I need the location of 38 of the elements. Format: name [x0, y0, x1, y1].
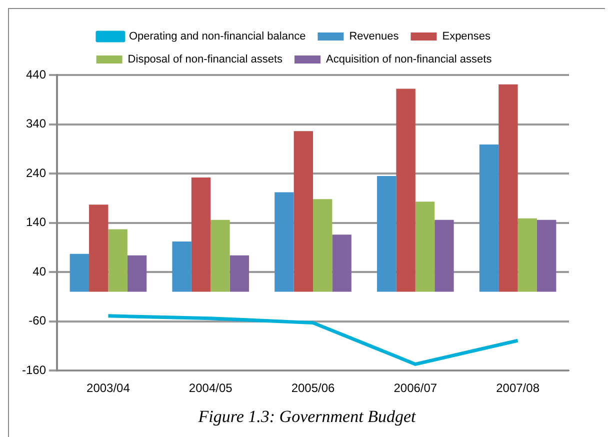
bar — [377, 176, 396, 292]
bar — [70, 254, 90, 292]
legend-label: Expenses — [442, 30, 492, 43]
bar — [396, 88, 416, 292]
bar — [89, 204, 108, 292]
y-tick-label: 40 — [32, 264, 46, 278]
bar — [274, 192, 294, 292]
y-tick-label: -160 — [22, 362, 46, 377]
bar — [127, 255, 147, 292]
x-tick-label: 2006/07 — [394, 381, 438, 396]
y-tick-label: 240 — [26, 166, 46, 180]
x-tick-label: 2003/04 — [86, 381, 130, 396]
bar — [230, 255, 250, 292]
bar — [479, 144, 499, 292]
x-tick-label: 2007/08 — [496, 381, 540, 396]
bar — [172, 242, 192, 292]
bar — [537, 220, 556, 292]
legend-label: Acquisition of non-financial assets — [326, 54, 492, 66]
legend-label: Revenues — [349, 30, 400, 43]
bar — [191, 177, 211, 292]
bar — [415, 202, 435, 292]
bar — [313, 199, 332, 292]
legend-label: Operating and non-financial balance — [128, 30, 306, 43]
bar — [518, 218, 537, 292]
bar — [332, 234, 352, 292]
bar — [108, 229, 128, 292]
bar — [498, 84, 518, 292]
bar — [210, 220, 230, 292]
text: Figure 1.3: Government Budget — [197, 407, 417, 427]
bar — [294, 131, 314, 292]
y-tick-label: 340 — [26, 116, 46, 131]
y-tick-label: 140 — [26, 215, 46, 230]
y-tick-label: -60 — [28, 314, 46, 328]
x-tick-label: 2004/05 — [188, 381, 233, 396]
legend-label: Disposal of non-financial assets — [128, 54, 283, 66]
y-tick-label: 440 — [26, 67, 46, 82]
x-tick-label: 2005/06 — [291, 381, 336, 396]
bar — [434, 220, 454, 292]
